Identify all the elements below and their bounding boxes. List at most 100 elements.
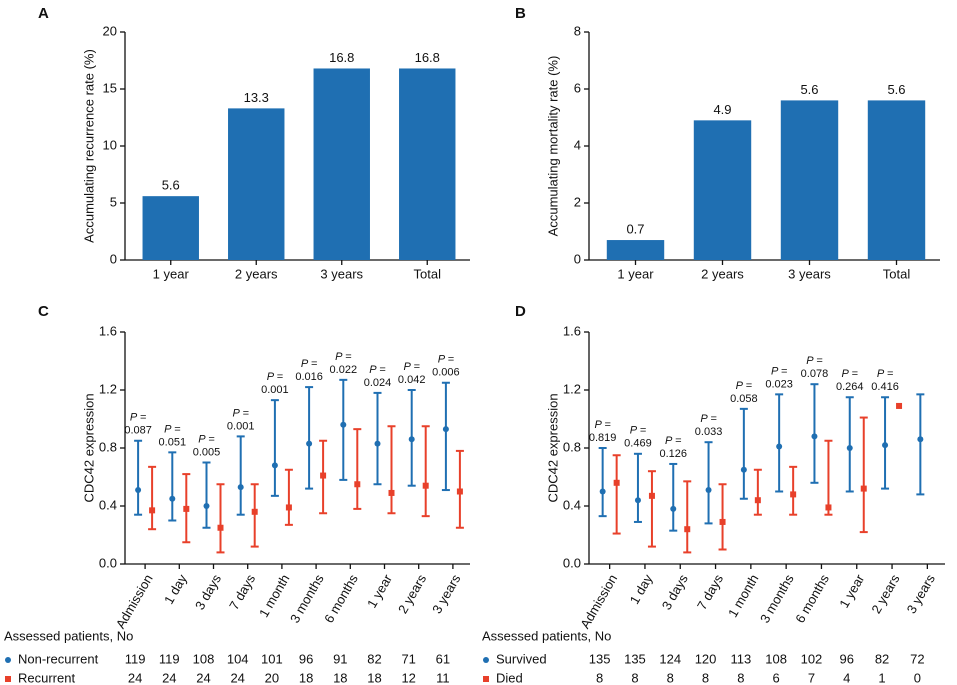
bar [867, 100, 926, 261]
p-prefix: P = [630, 425, 647, 437]
p-prefix: P = [130, 412, 147, 424]
value-label: 5.6 [887, 82, 905, 97]
x-tick-label: 1 year [153, 266, 190, 281]
p-value: 0.087 [124, 425, 152, 437]
bar [693, 120, 752, 260]
count: 8 [667, 670, 674, 685]
p-value: 0.001 [227, 420, 255, 432]
point [271, 462, 278, 469]
count: 18 [367, 670, 381, 685]
p-prefix: P = [806, 355, 823, 367]
point [754, 497, 761, 504]
y-tick-label: 1.2 [99, 381, 117, 396]
count: 135 [589, 651, 611, 666]
count: 8 [702, 670, 709, 685]
point [648, 492, 655, 499]
y-tick-label: 0.4 [99, 497, 117, 512]
point [320, 472, 327, 479]
count: 8 [737, 670, 744, 685]
y-tick-label: 0.0 [563, 555, 581, 570]
point [860, 485, 867, 492]
y-tick-label: 5 [110, 194, 117, 209]
x-tick-label: 7 days [694, 571, 726, 612]
y-tick-label: 0 [110, 251, 117, 266]
y-tick-label: 4 [574, 137, 581, 152]
x-tick-label: 1 year [364, 571, 395, 610]
point [917, 436, 924, 443]
p-value: 0.006 [432, 367, 460, 379]
point [149, 507, 156, 514]
p-value: 0.022 [330, 364, 358, 376]
legend-label: Non-recurrent [18, 651, 99, 666]
point [374, 440, 381, 447]
y-tick-label: 0.0 [99, 555, 117, 570]
count: 82 [367, 651, 381, 666]
p-prefix: P = [700, 413, 717, 425]
legend-marker [483, 676, 489, 682]
count: 91 [333, 651, 347, 666]
p-prefix: P = [164, 423, 181, 435]
y-tick-label: 0 [574, 251, 581, 266]
point [237, 484, 244, 491]
count: 7 [808, 670, 815, 685]
point [634, 497, 641, 504]
p-prefix: P = [736, 380, 753, 392]
panel-label: A [38, 5, 49, 22]
p-value: 0.024 [364, 377, 392, 389]
legend-marker [5, 657, 11, 663]
count: 71 [401, 651, 415, 666]
point [422, 482, 429, 489]
p-prefix: P = [267, 371, 284, 383]
x-tick-label: 1 month [256, 572, 292, 620]
count: 24 [196, 670, 210, 685]
y-tick-label: 20 [103, 23, 117, 38]
point [790, 491, 797, 498]
panel-label: D [515, 303, 526, 320]
point [169, 495, 176, 502]
bar [313, 68, 370, 260]
x-tick-label: Total [414, 266, 442, 281]
x-tick-label: 1 day [161, 571, 190, 606]
count: 24 [230, 670, 244, 685]
bar [399, 68, 456, 260]
count: 104 [227, 651, 249, 666]
point [306, 440, 313, 447]
y-tick-label: 1.2 [563, 381, 581, 396]
value-label: 16.8 [415, 50, 440, 65]
y-tick-label: 8 [574, 23, 581, 38]
count: 119 [125, 651, 146, 666]
p-prefix: P = [335, 351, 352, 363]
value-label: 0.7 [626, 221, 644, 236]
point [340, 421, 347, 428]
count: 108 [765, 651, 787, 666]
x-tick-label: Admission [113, 572, 156, 631]
count: 96 [299, 651, 313, 666]
point [896, 402, 903, 409]
point [251, 508, 258, 515]
p-prefix: P = [403, 361, 420, 373]
p-prefix: P = [594, 419, 611, 431]
panel-label: C [38, 303, 49, 320]
x-tick-label: 2 years [395, 571, 430, 616]
count: 18 [333, 670, 347, 685]
value-label: 16.8 [329, 50, 354, 65]
y-tick-label: 0.8 [99, 439, 117, 454]
count: 124 [659, 651, 681, 666]
p-prefix: P = [301, 358, 318, 370]
p-value: 0.005 [193, 446, 221, 458]
count: 11 [436, 670, 450, 685]
p-prefix: P = [198, 433, 215, 445]
y-tick-label: 10 [103, 137, 117, 152]
x-tick-label: 2 years [235, 266, 278, 281]
p-value: 0.126 [659, 448, 687, 460]
count: 120 [695, 651, 717, 666]
value-label: 4.9 [713, 102, 731, 117]
point [217, 524, 224, 531]
count: 82 [875, 651, 889, 666]
count: 72 [910, 651, 924, 666]
table-title: Assessed patients, No [4, 628, 133, 643]
panel-label: B [515, 5, 526, 22]
p-prefix: P = [438, 354, 455, 366]
point [285, 504, 292, 511]
x-tick-label: 2 years [868, 571, 903, 616]
